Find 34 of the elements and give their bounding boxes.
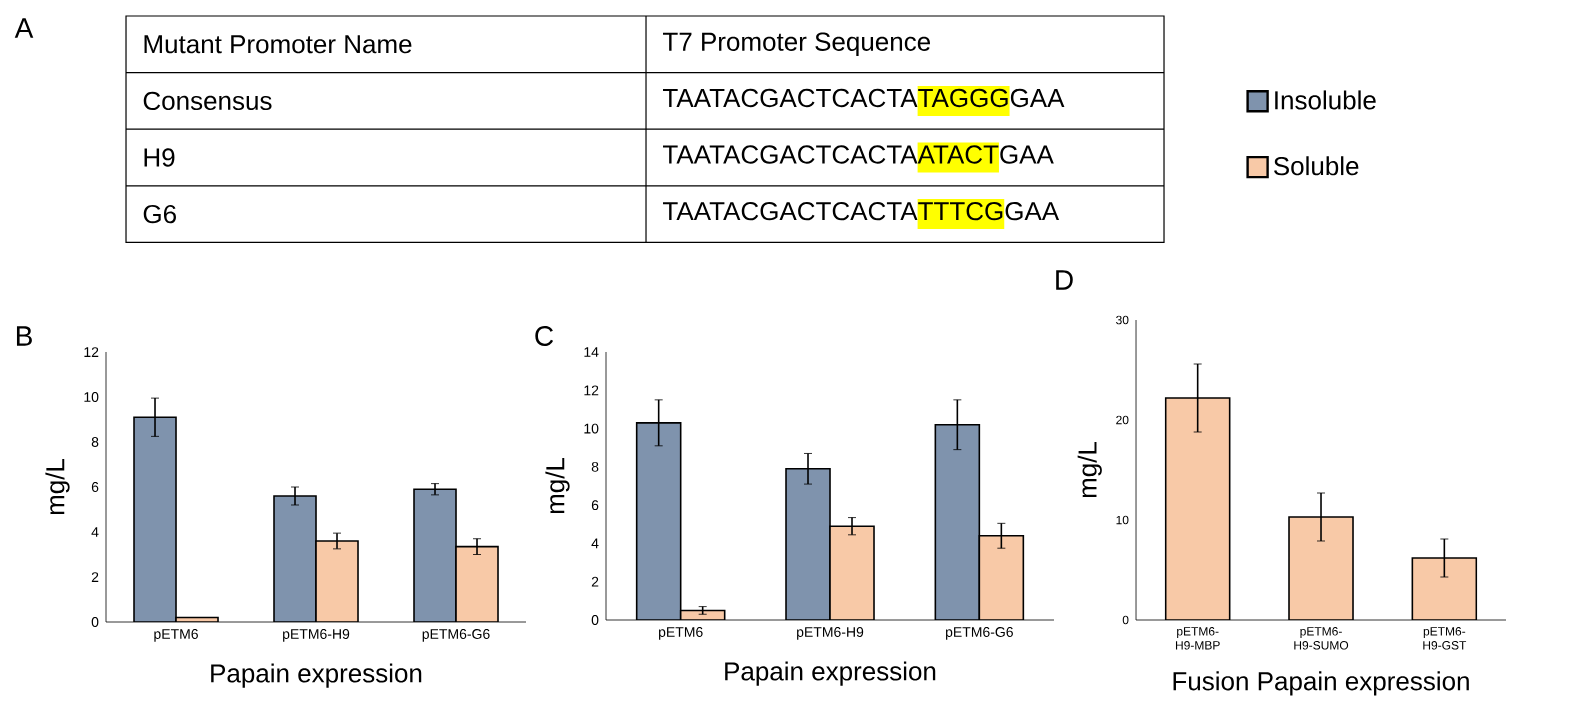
- text: Consensus: [143, 91, 272, 111]
- bar: [785, 467, 831, 621]
- text: A: [14, 18, 34, 38]
- legend-label: Soluble: [1274, 156, 1359, 176]
- text: Mutant Promoter Name: [144, 35, 412, 54]
- text: C: [535, 326, 554, 346]
- x-axis-title: Fusion Papain expression: [1173, 671, 1469, 696]
- x-axis-title: Papain expression: [211, 663, 422, 688]
- bar: [1288, 516, 1354, 621]
- bar: [1164, 397, 1231, 621]
- y-axis-title: mg/L: [545, 457, 570, 514]
- y-axis-title: mg/L: [1077, 441, 1102, 498]
- text: TAGGG: [918, 88, 1008, 108]
- text: GAA: [1000, 145, 1054, 164]
- text: GAA: [1005, 201, 1060, 221]
- text: ATACT: [917, 145, 999, 164]
- text: B: [16, 326, 32, 346]
- x-axis-title: Papain expression: [725, 661, 936, 686]
- legend-label: Insoluble: [1275, 90, 1376, 110]
- text: GAA: [1010, 88, 1065, 108]
- text: T7 Promoter Sequence: [663, 32, 931, 57]
- text: TTTCG: [918, 201, 1003, 221]
- text: G6: [143, 204, 176, 224]
- bar: [1411, 557, 1478, 621]
- text: TAATACGACTCACTA: [663, 145, 918, 164]
- bar: [978, 534, 1025, 621]
- text: H9: [144, 148, 175, 167]
- y-axis-title: mg/L: [45, 458, 70, 515]
- bar: [829, 525, 875, 621]
- bar: [934, 423, 981, 621]
- text: D: [1056, 270, 1073, 290]
- bar: [635, 422, 682, 621]
- text: TAATACGACTCACTA: [663, 201, 918, 221]
- text: TAATACGACTCACTA: [663, 88, 918, 108]
